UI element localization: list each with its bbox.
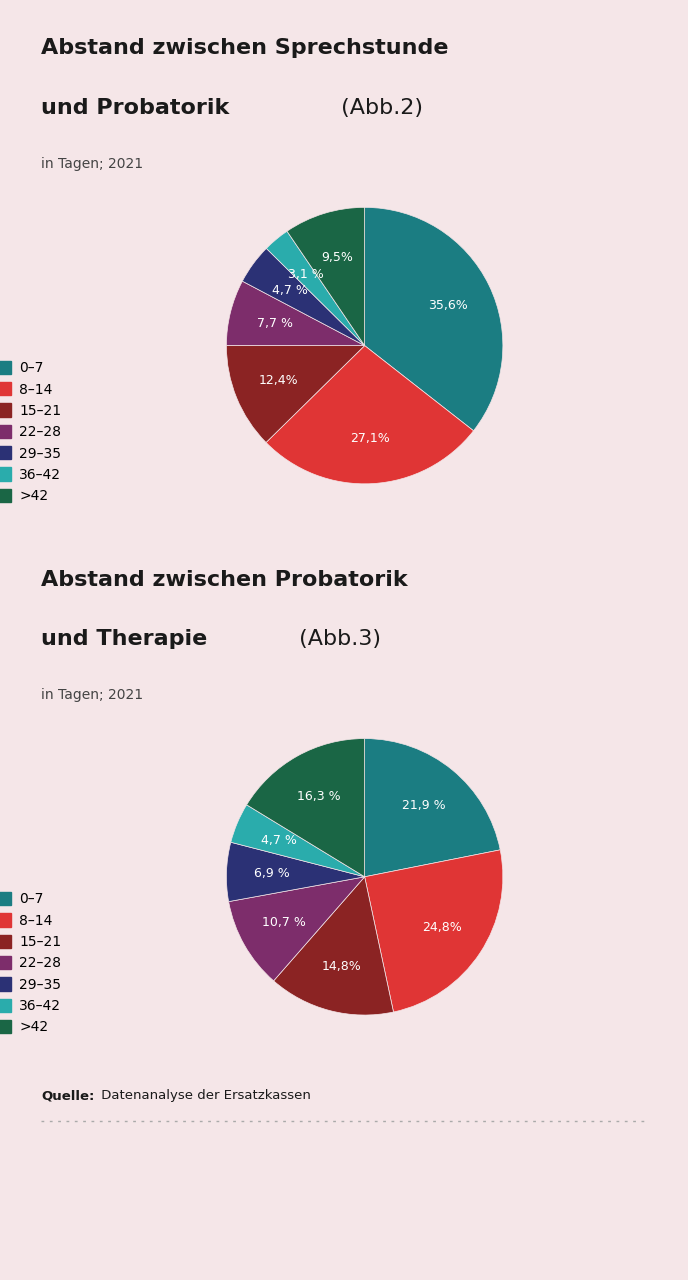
Text: 7,7 %: 7,7 % [257, 316, 293, 330]
Wedge shape [226, 346, 365, 443]
Text: Abstand zwischen Probatorik: Abstand zwischen Probatorik [41, 570, 408, 590]
Text: 10,7 %: 10,7 % [262, 916, 306, 929]
Text: Datenanalyse der Ersatzkassen: Datenanalyse der Ersatzkassen [97, 1089, 311, 1102]
Wedge shape [230, 805, 365, 877]
Wedge shape [274, 877, 394, 1015]
Wedge shape [365, 850, 503, 1012]
Legend: 0–7, 8–14, 15–21, 22–28, 29–35, 36–42, >42: 0–7, 8–14, 15–21, 22–28, 29–35, 36–42, >… [0, 892, 61, 1034]
Text: und Therapie: und Therapie [41, 628, 208, 649]
Text: 16,3 %: 16,3 % [297, 790, 341, 803]
Text: 3,1 %: 3,1 % [288, 268, 323, 280]
Text: 4,7 %: 4,7 % [261, 835, 297, 847]
Text: (Abb.3): (Abb.3) [292, 628, 381, 649]
Wedge shape [242, 248, 365, 346]
Text: und Therapie (Abb.3): und Therapie (Abb.3) [41, 628, 278, 649]
Wedge shape [266, 346, 473, 484]
Wedge shape [226, 282, 365, 346]
Text: und Probatorik (Abb.2): und Probatorik (Abb.2) [41, 97, 294, 118]
Text: 14,8%: 14,8% [321, 960, 361, 973]
Text: in Tagen; 2021: in Tagen; 2021 [41, 687, 143, 701]
Text: und Probatorik: und Probatorik [41, 97, 230, 118]
Wedge shape [287, 207, 365, 346]
Text: Abstand zwischen Sprechstunde: Abstand zwischen Sprechstunde [41, 38, 449, 59]
Wedge shape [365, 739, 500, 877]
Text: Quelle:: Quelle: [41, 1089, 95, 1102]
Text: 35,6%: 35,6% [428, 298, 468, 311]
Text: 9,5%: 9,5% [321, 251, 354, 264]
Text: in Tagen; 2021: in Tagen; 2021 [41, 156, 143, 170]
Text: 24,8%: 24,8% [422, 922, 462, 934]
Wedge shape [226, 842, 365, 901]
Wedge shape [246, 739, 365, 877]
Text: 12,4%: 12,4% [259, 374, 299, 387]
Text: 6,9 %: 6,9 % [254, 867, 290, 879]
Wedge shape [266, 232, 365, 346]
Text: 27,1%: 27,1% [350, 431, 389, 444]
Text: 21,9 %: 21,9 % [402, 799, 445, 812]
Wedge shape [365, 207, 503, 431]
Legend: 0–7, 8–14, 15–21, 22–28, 29–35, 36–42, >42: 0–7, 8–14, 15–21, 22–28, 29–35, 36–42, >… [0, 361, 61, 503]
Text: 4,7 %: 4,7 % [272, 284, 308, 297]
Wedge shape [228, 877, 365, 980]
Text: (Abb.2): (Abb.2) [334, 97, 423, 118]
